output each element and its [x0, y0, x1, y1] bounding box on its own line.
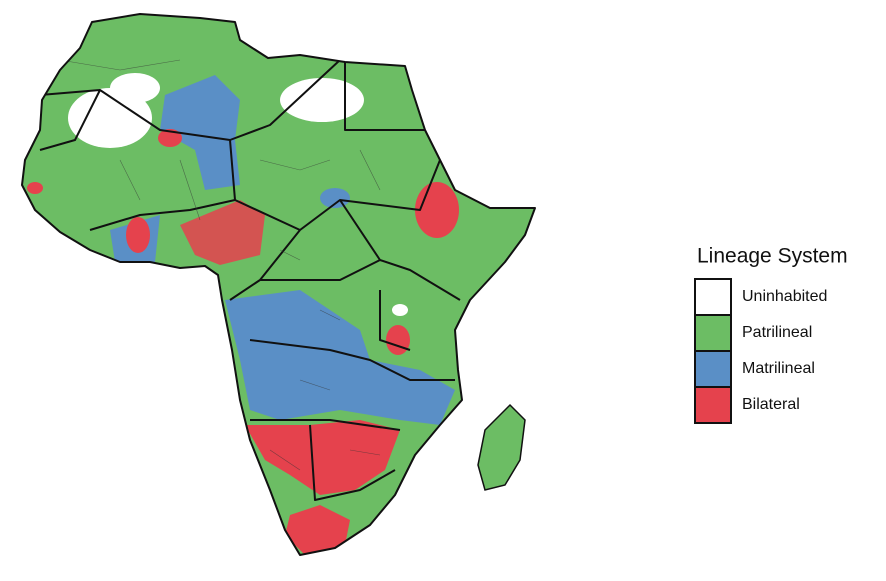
region [180, 200, 265, 265]
legend-swatch [694, 314, 732, 352]
region [392, 304, 408, 316]
region [285, 505, 350, 555]
legend: Lineage System Uninhabited Patrilineal Mat… [694, 245, 848, 424]
legend-swatch [694, 386, 732, 424]
region [68, 88, 152, 148]
region [280, 78, 364, 122]
region [27, 182, 43, 194]
region [225, 290, 455, 425]
map [21, 13, 536, 556]
region [158, 129, 182, 147]
region [415, 182, 459, 238]
legend-swatch [694, 278, 732, 316]
legend-swatch [694, 350, 732, 388]
region [160, 75, 240, 190]
region [477, 403, 526, 491]
legend-label: Matrilineal [742, 360, 815, 377]
legend-label: Bilateral [742, 396, 800, 413]
country-borders [39, 59, 461, 501]
region [126, 217, 150, 253]
region [110, 73, 160, 103]
region [386, 325, 410, 355]
legend-title: Lineage System [697, 245, 848, 268]
region [245, 420, 400, 495]
legend-label: Uninhabited [742, 288, 827, 305]
legend-label: Patrilineal [742, 324, 812, 341]
